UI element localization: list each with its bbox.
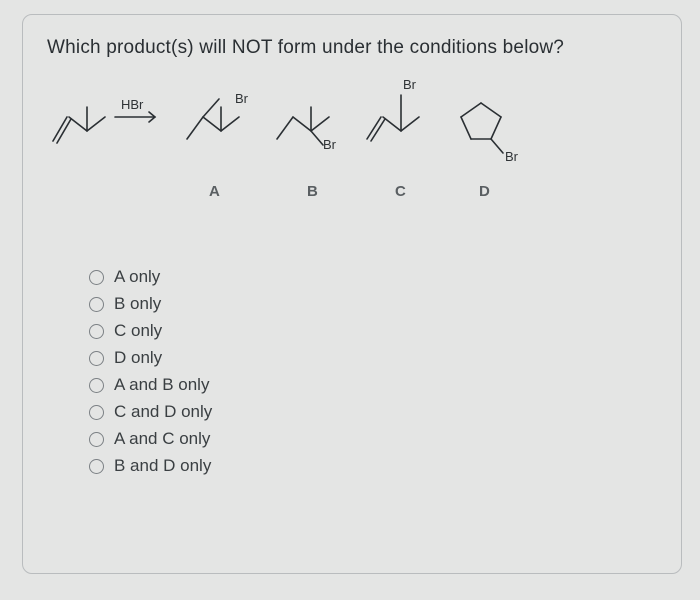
option-c-and-d[interactable]: C and D only xyxy=(89,402,657,422)
option-a-only[interactable]: A only xyxy=(89,267,657,287)
radio-icon xyxy=(89,405,104,420)
option-label: B and D only xyxy=(114,456,211,476)
option-d-only[interactable]: D only xyxy=(89,348,657,368)
radio-icon xyxy=(89,297,104,312)
option-label: D only xyxy=(114,348,162,368)
br-label-c: Br xyxy=(403,77,416,92)
structure-letter-b: B xyxy=(307,183,318,200)
option-b-and-d[interactable]: B and D only xyxy=(89,456,657,476)
question-text: Which product(s) will NOT form under the… xyxy=(47,37,657,59)
option-a-and-b[interactable]: A and B only xyxy=(89,375,657,395)
br-label-d: Br xyxy=(505,149,518,164)
options-list: A only B only C only D only A and B only… xyxy=(89,267,657,476)
option-a-and-c[interactable]: A and C only xyxy=(89,429,657,449)
radio-icon xyxy=(89,459,104,474)
radio-icon xyxy=(89,351,104,366)
option-label: A only xyxy=(114,267,160,287)
structure-letter-a: A xyxy=(209,183,220,200)
br-label-a: Br xyxy=(235,91,248,106)
structure-letter-c: C xyxy=(395,183,406,200)
question-card: Which product(s) will NOT form under the… xyxy=(22,14,682,574)
option-label: C and D only xyxy=(114,402,212,422)
radio-icon xyxy=(89,270,104,285)
diagram: HBr Br Br Br Br A B C D xyxy=(47,77,607,227)
structure-letter-d: D xyxy=(479,183,490,200)
radio-icon xyxy=(89,324,104,339)
radio-icon xyxy=(89,432,104,447)
option-label: A and B only xyxy=(114,375,209,395)
option-label: B only xyxy=(114,294,161,314)
option-b-only[interactable]: B only xyxy=(89,294,657,314)
option-label: A and C only xyxy=(114,429,210,449)
radio-icon xyxy=(89,378,104,393)
br-label-b: Br xyxy=(323,137,336,152)
reagent-label: HBr xyxy=(121,97,143,112)
option-label: C only xyxy=(114,321,162,341)
option-c-only[interactable]: C only xyxy=(89,321,657,341)
